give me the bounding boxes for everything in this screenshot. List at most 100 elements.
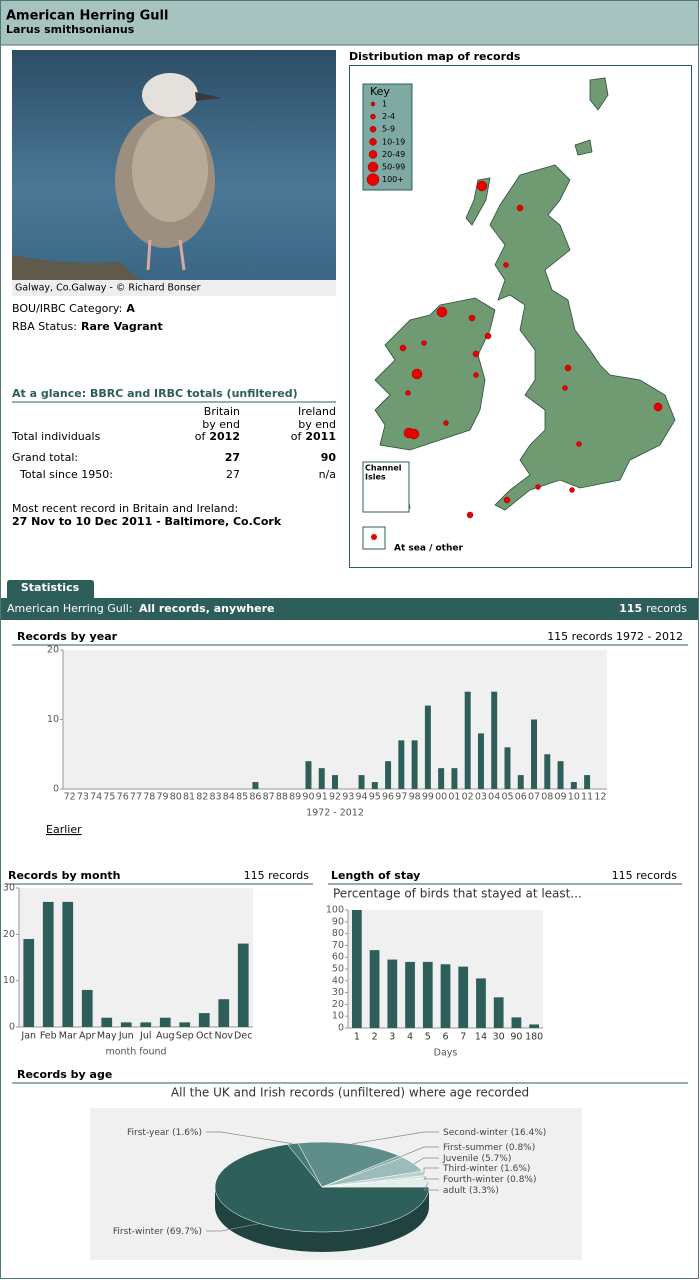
y-tick-label: 10 (332, 1011, 344, 1022)
bar (23, 938, 35, 1027)
key-title: Key (370, 85, 390, 98)
key-label: 10-19 (382, 137, 405, 146)
x-tick-label: 75 (103, 792, 115, 803)
x-tick-label: 3 (389, 1032, 395, 1043)
key-dot (366, 173, 380, 186)
chart-note: 115 records (612, 869, 678, 882)
photo (12, 50, 336, 280)
x-tick-label: 94 (355, 792, 367, 803)
x-tick-label: Mar (59, 1031, 77, 1042)
x-tick-label: Apr (79, 1031, 96, 1042)
tab[interactable] (7, 580, 94, 598)
bar (358, 775, 365, 789)
tab-label[interactable]: Statistics (21, 581, 80, 594)
slice-value: (16.4%) (511, 1128, 547, 1138)
x-tick-label: 73 (77, 792, 89, 803)
leader-line (206, 1131, 293, 1145)
x-tick-label: Dec (234, 1031, 252, 1042)
bar (476, 978, 486, 1028)
col-head: Britain (204, 405, 240, 418)
slice-name: Third-winter (442, 1164, 498, 1174)
bar (493, 997, 504, 1028)
bar (385, 761, 392, 789)
x-tick-label: 95 (369, 792, 381, 803)
x-tick-label: 180 (525, 1032, 543, 1043)
pie-slice (214, 1144, 430, 1233)
x-tick-label: 00 (435, 792, 447, 803)
x-tick-label: Oct (196, 1031, 213, 1042)
x-tick-label: 85 (236, 792, 248, 803)
count: 115 (619, 602, 642, 615)
x-tick-label: 02 (462, 792, 474, 803)
col-head: of (195, 430, 207, 443)
key-dot (369, 138, 377, 146)
bar (451, 768, 458, 789)
pie-label: First-winter (69.7%) (113, 1227, 202, 1237)
leader-line (206, 1223, 260, 1232)
x-tick-label: 81 (183, 792, 195, 803)
status-value: Rare Vagrant (81, 320, 163, 333)
x-tick-label: 84 (223, 792, 235, 803)
key-label: 2-4 (382, 112, 395, 121)
bar (544, 754, 551, 789)
x-axis-label: month found (105, 1047, 166, 1058)
y-tick-label: 70 (332, 940, 344, 951)
pie-label: First-year (1.6%) (127, 1128, 202, 1138)
y-tick-label: 0 (53, 784, 59, 795)
inset-label: Channel (365, 464, 402, 473)
bar (570, 782, 577, 789)
chart-note: 115 records 1972 - 2012 (547, 630, 683, 643)
chart-subtitle: All the UK and Irish records (unfiltered… (171, 1086, 529, 1100)
key-dot (370, 101, 376, 107)
slice-name: First-winter (113, 1227, 164, 1237)
col-head-year: 2011 (305, 430, 336, 443)
bar (504, 747, 511, 789)
bar (218, 999, 230, 1027)
col-head: of 2011 (291, 430, 336, 443)
bar (405, 961, 415, 1028)
leader-line (413, 1157, 439, 1165)
x-tick-label: 07 (528, 792, 540, 803)
col-head: of 2012 (195, 430, 240, 443)
map-title: Distribution map of records (349, 50, 521, 63)
x-tick-label: 06 (515, 792, 527, 803)
bar (398, 740, 405, 789)
x-tick-label: Jan (20, 1031, 36, 1042)
slice-value: (0.8%) (507, 1175, 537, 1185)
species-latin: Larus smithsonianus (6, 23, 135, 36)
link[interactable]: Earlier (46, 823, 82, 836)
y-tick-label: 0 (9, 1022, 15, 1033)
leader-line (423, 1176, 439, 1180)
pie-label: Second-winter (16.4%) (443, 1128, 546, 1138)
cell: 90 (321, 451, 337, 464)
x-tick-label: 5 (425, 1032, 431, 1043)
bar (179, 1022, 191, 1027)
y-tick-label: 0 (338, 1023, 344, 1034)
key-dot (368, 150, 378, 159)
bar (438, 768, 445, 789)
bar (529, 1024, 540, 1028)
y-tick-label: 30 (332, 987, 344, 998)
x-tick-label: 90 (302, 792, 314, 803)
chart-title: Records by year (17, 630, 118, 643)
pie-label: First-summer (0.8%) (443, 1143, 535, 1153)
map-dots (399, 180, 663, 519)
col-head: by end (202, 418, 240, 431)
bar (517, 775, 524, 789)
bar (62, 901, 74, 1027)
bar (140, 1022, 152, 1027)
y-tick-label: 30 (3, 883, 15, 894)
x-tick-label: 6 (442, 1032, 448, 1043)
y-tick-label: 100 (326, 905, 344, 916)
key-dot (370, 113, 376, 120)
key-dot (369, 125, 377, 133)
photo-caption: Galway, Co.Galway - © Richard Bonser (15, 283, 201, 294)
bar (252, 782, 259, 789)
col-head: by end (298, 418, 336, 431)
key-label: 5-9 (382, 125, 395, 134)
inset-label: Isles (365, 473, 386, 482)
caption-bg (12, 280, 336, 296)
x-tick-label: 1 (354, 1032, 360, 1043)
